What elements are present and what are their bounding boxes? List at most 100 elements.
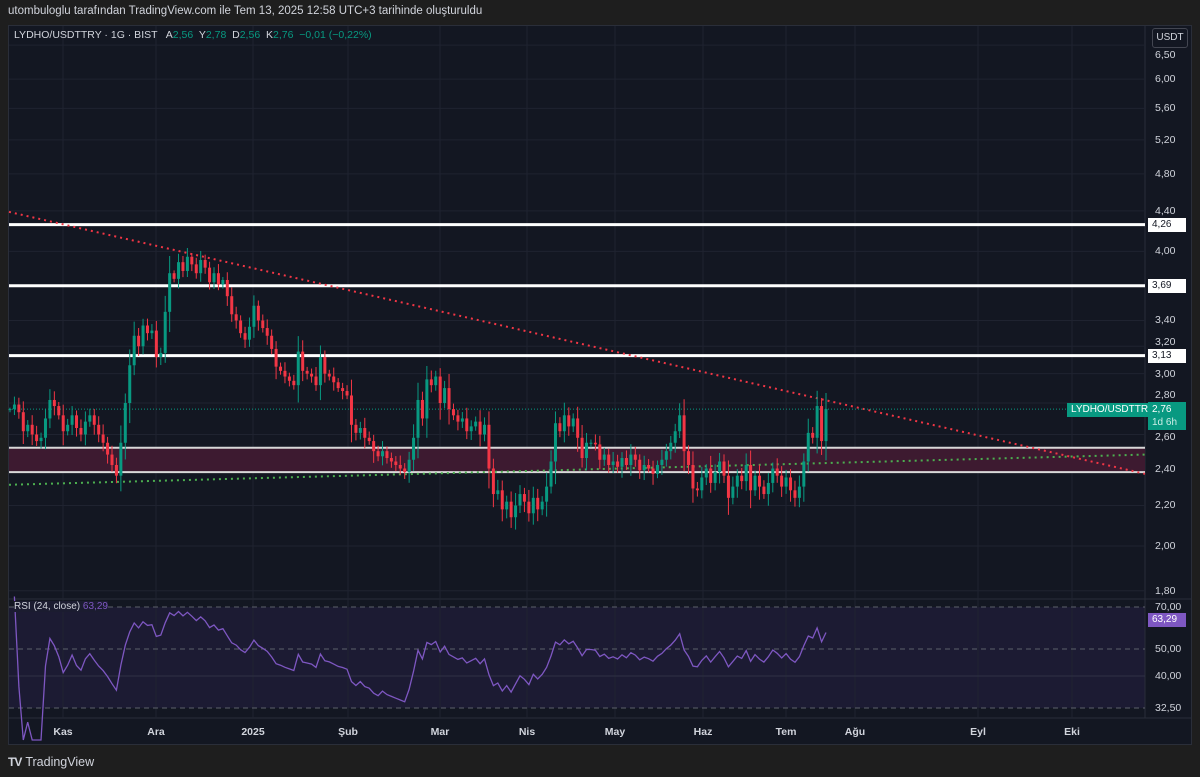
candle-body	[159, 352, 163, 358]
candle-body	[367, 437, 371, 442]
price-tick: 5,60	[1155, 102, 1176, 115]
candle-body	[589, 442, 593, 444]
candle-body	[496, 490, 500, 495]
close-value: 2,76	[273, 29, 294, 41]
price-tick: 3,40	[1155, 314, 1176, 327]
high-label: Y	[198, 29, 206, 41]
symbol-title[interactable]: LYDHO/USDTTRY · 1G · BIST	[14, 29, 158, 41]
candle-body	[354, 424, 358, 433]
time-tick: Tem	[775, 726, 797, 738]
price-tick: 6,50	[1155, 49, 1176, 61]
candle-body	[726, 475, 730, 498]
candle-body	[678, 415, 682, 432]
price-tick: 5,20	[1155, 133, 1176, 146]
candle-body	[270, 335, 274, 349]
candle-body	[651, 468, 655, 474]
candle-body	[66, 424, 70, 432]
candle-body	[687, 451, 691, 465]
time-tick: Ara	[147, 726, 165, 738]
candle-body	[500, 490, 504, 510]
time-tick: Nis	[518, 726, 536, 738]
tradingview-brand[interactable]: TV TradingView	[8, 755, 94, 769]
candle-body	[61, 415, 65, 432]
candle-body	[137, 335, 141, 347]
candle-body	[101, 434, 105, 443]
candle-body	[638, 459, 642, 471]
candle-body	[150, 330, 154, 334]
candle-body	[602, 454, 606, 460]
candle-body	[403, 468, 407, 473]
candle-body	[296, 351, 300, 386]
rsi-line	[13, 596, 827, 741]
candle-body	[372, 441, 376, 452]
candle-body	[345, 391, 349, 396]
candle-body	[607, 454, 611, 465]
candle-body	[336, 382, 340, 389]
candle-body	[545, 486, 549, 502]
candle-body	[239, 320, 243, 334]
candle-body	[132, 335, 136, 366]
candle-body	[39, 437, 43, 442]
candle-body	[128, 365, 132, 403]
candle-body	[695, 488, 699, 491]
symbol-legend[interactable]: LYDHO/USDTTRY · 1G · BIST A2,56 Y2,78 D2…	[14, 29, 372, 41]
candle-body	[203, 259, 207, 268]
candle-body	[474, 421, 478, 427]
candle-body	[536, 497, 540, 510]
candle-body	[30, 424, 34, 435]
candle-body	[48, 399, 52, 419]
candle-body	[509, 501, 513, 518]
last-price-badge: 2,76 1d 6h	[1148, 402, 1186, 430]
currency-button[interactable]: USDT	[1152, 28, 1188, 48]
candle-body	[624, 458, 628, 465]
candle-body	[824, 409, 828, 442]
candle-body	[310, 373, 314, 377]
candle-body	[709, 468, 713, 483]
candle-body	[576, 418, 580, 438]
candle-body	[691, 464, 695, 489]
price-tick: 2,20	[1155, 499, 1176, 512]
high-value: 2,78	[205, 29, 227, 41]
candle-body	[389, 458, 393, 462]
candle-body	[177, 262, 181, 279]
candle-body	[611, 461, 615, 465]
candle-body	[181, 262, 185, 271]
candle-body	[722, 461, 726, 476]
candle-body	[57, 406, 61, 416]
candle-body	[735, 475, 739, 487]
last-price-value: 2,76	[1152, 404, 1172, 415]
rsi-legend[interactable]: RSI (24, close) 63,29	[14, 601, 108, 612]
rsi-tick: 70,00	[1155, 601, 1182, 613]
rsi-tick: 32,50	[1155, 702, 1182, 714]
candle-body	[88, 415, 92, 422]
candle-body	[700, 477, 704, 491]
candle-body	[247, 326, 251, 340]
candle-body	[341, 388, 345, 392]
close-label: K	[266, 29, 274, 41]
candle-body	[802, 461, 806, 487]
candle-body	[279, 366, 283, 371]
candle-body	[52, 399, 56, 407]
change-value: −0,01 (−0,22%)	[299, 29, 372, 41]
candle-body	[629, 454, 633, 465]
candle-body	[447, 388, 451, 410]
candle-body	[349, 395, 353, 425]
tradingview-logo-icon: TV	[8, 755, 22, 769]
candle-body	[230, 296, 234, 315]
candle-body	[301, 351, 305, 371]
candle-body	[820, 406, 824, 442]
time-tick: May	[604, 726, 626, 738]
price-tick: 3,00	[1155, 367, 1176, 380]
price-tick: 2,80	[1155, 389, 1176, 401]
candle-body	[106, 442, 110, 455]
candle-body	[522, 494, 526, 502]
resistance-trendline	[8, 210, 1146, 475]
candle-body	[593, 442, 597, 445]
candle-body	[660, 459, 664, 465]
candle-body	[434, 376, 438, 386]
price-tick: 6,00	[1155, 73, 1176, 86]
chart-caption: utombuloglu tarafından TradingView.com i…	[8, 5, 483, 17]
candle-body	[323, 357, 327, 374]
candle-body	[483, 424, 487, 435]
